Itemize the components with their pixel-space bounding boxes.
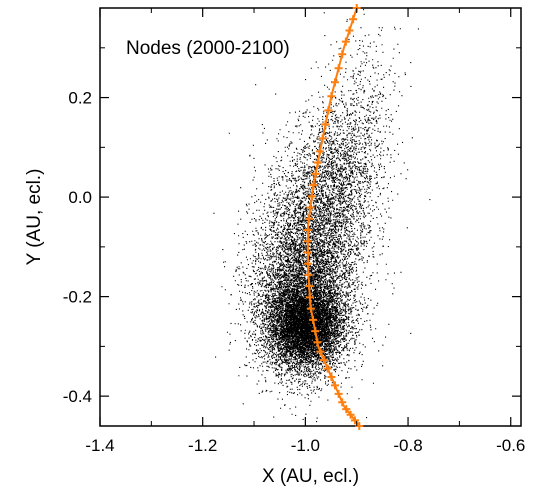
y-tick-label: 0.0 — [68, 188, 92, 207]
orbit-plus-marker — [311, 327, 320, 336]
orbit-plus-marker — [330, 381, 339, 390]
orbit-plus-marker — [345, 26, 354, 35]
y-axis-label: Y (AU, ecl.) — [24, 169, 45, 266]
orbit-plus-marker — [327, 373, 336, 382]
orbit-plus-marker — [327, 92, 336, 101]
orbit-plus-marker — [324, 106, 333, 115]
orbit-plus-marker — [334, 389, 343, 398]
x-tick-label: -1.4 — [85, 436, 114, 455]
x-tick-label: -1.2 — [188, 436, 217, 455]
orbit-plus-marker — [303, 237, 312, 246]
orbit-plus-marker — [304, 214, 313, 223]
orbit-plus-marker — [323, 364, 332, 373]
orbit-plus-marker — [341, 37, 350, 46]
y-tick-label: -0.4 — [63, 387, 92, 406]
orbit-plus-marker — [303, 226, 312, 235]
orbit-plus-marker — [307, 192, 316, 201]
x-tick-label: -0.8 — [393, 436, 422, 455]
orbit-plus-marker — [306, 203, 315, 212]
x-tick-label: -0.6 — [496, 436, 525, 455]
orbit-track — [303, 4, 364, 430]
x-tick-label: -1.0 — [291, 436, 320, 455]
orbit-plus-marker — [338, 50, 347, 59]
scatter-point-cloud — [213, 9, 431, 423]
orbit-plus-marker — [305, 282, 314, 291]
plot-frame — [99, 7, 522, 427]
orbit-plus-marker — [320, 356, 329, 365]
orbit-plus-marker — [305, 293, 314, 302]
orbit-plus-marker — [303, 259, 312, 268]
orbit-plus-marker — [350, 416, 359, 425]
orbit-plus-marker — [313, 338, 322, 347]
orbit-plus-marker — [321, 120, 330, 129]
x-axis-label: X (AU, ecl.) — [262, 466, 359, 487]
orbit-plus-marker — [318, 134, 327, 143]
orbit-plus-marker — [303, 248, 312, 257]
chart-title: Nodes (2000-2100) — [126, 38, 290, 59]
orbit-plus-marker — [349, 15, 358, 24]
orbit-plus-marker — [346, 410, 355, 419]
orbit-plus-marker — [338, 398, 347, 407]
orbit-plus-marker — [311, 169, 320, 178]
y-tick-label: 0.2 — [68, 89, 92, 108]
axis-ticks: -1.4 -1.2 -1.0 -0.8 -0.6 0.2 0.0 -0.2 -0.4 — [63, 8, 525, 455]
y-tick-label: -0.2 — [63, 288, 92, 307]
orbit-plus-marker — [342, 405, 351, 414]
orbit-plus-marker — [316, 347, 325, 356]
scatter-points — [213, 9, 431, 423]
orbit-plus-marker — [313, 158, 322, 167]
orbit-plus-marker — [334, 64, 343, 73]
orbit-plus-marker — [306, 304, 315, 313]
orbit-plus-marker — [330, 78, 339, 87]
orbit-plus-marker — [309, 181, 318, 190]
orbit-plus-marker — [304, 270, 313, 279]
orbit-plus-marker — [309, 315, 318, 324]
orbit-plus-marker — [315, 147, 324, 156]
orbit-line — [306, 7, 361, 427]
